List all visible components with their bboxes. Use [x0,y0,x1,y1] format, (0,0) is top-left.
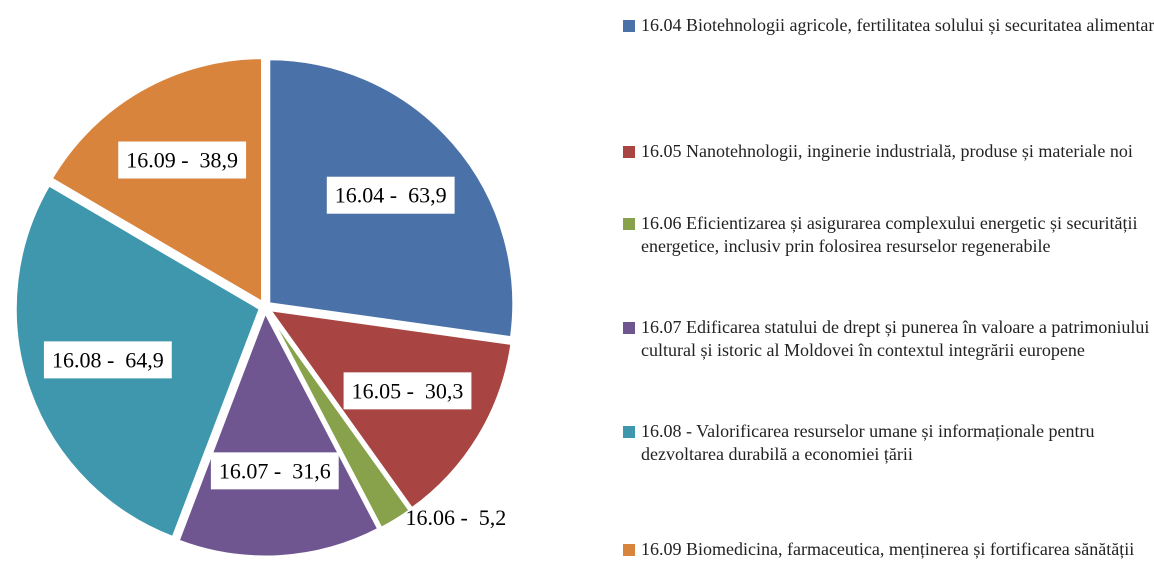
legend-item: 16.07 Edificarea statului de drept și pu… [623,316,1154,362]
legend-text: 16.06 Eficientizarea și asigurarea compl… [641,213,1138,256]
label-text: 16.04 - 63,9 [335,183,447,208]
pie-slice [266,310,413,531]
legend-text: 16.05 Nanotehnologii, inginerie industri… [641,141,1133,161]
legend-swatch [623,544,635,556]
legend-swatch [623,146,635,158]
label-text: 16.05 - 30,3 [352,378,464,403]
legend-item: 16.06 Eficientizarea și asigurarea compl… [623,212,1154,258]
label-text: 16.08 - 64,9 [52,347,164,372]
legend-swatch [623,218,635,230]
legend-text: 16.04 Biotehnologii agricole, fertilitat… [641,15,1154,35]
legend-swatch [623,426,635,438]
data-label: 16.09 - 38,9 [118,141,247,179]
legend-text: 16.08 - Valorificarea resurselor umane ș… [641,421,1095,464]
data-label: 16.05 - 30,3 [343,372,472,410]
label-box [43,341,172,379]
pie-slice [49,56,265,306]
data-label: 16.06 - 5,2 [405,505,506,530]
label-text: 16.06 - 5,2 [405,505,506,530]
pie-area: 16.04 - 63,9 16.05 - 30,3 16.06 - 5,2 16.07… [13,56,516,559]
legend-item: 16.09 Biomedicina, farmaceutica, menține… [623,538,1154,561]
legend-item: 16.05 Nanotehnologii, inginerie industri… [623,140,1154,163]
legend-text: 16.07 Edificarea statului de drept și pu… [641,317,1150,360]
label-box [118,141,247,179]
label-text: 16.09 - 38,9 [126,148,238,173]
pie-slice [176,308,381,559]
legend-item: 16.08 - Valorificarea resurselor umane ș… [623,420,1154,466]
data-label: 16.04 - 63,9 [326,176,455,214]
label-box [343,372,472,410]
data-label: 16.08 - 64,9 [43,341,172,379]
data-label: 16.07 - 31,6 [210,452,339,490]
legend-item: 16.04 Biotehnologii agricole, fertilitat… [623,14,1154,37]
legend-text: 16.09 Biomedicina, farmaceutica, menține… [641,539,1135,559]
label-box [326,176,455,214]
legend-swatch [623,20,635,32]
label-box [210,452,339,490]
legend-swatch [623,322,635,334]
label-text: 16.07 - 31,6 [219,458,331,483]
